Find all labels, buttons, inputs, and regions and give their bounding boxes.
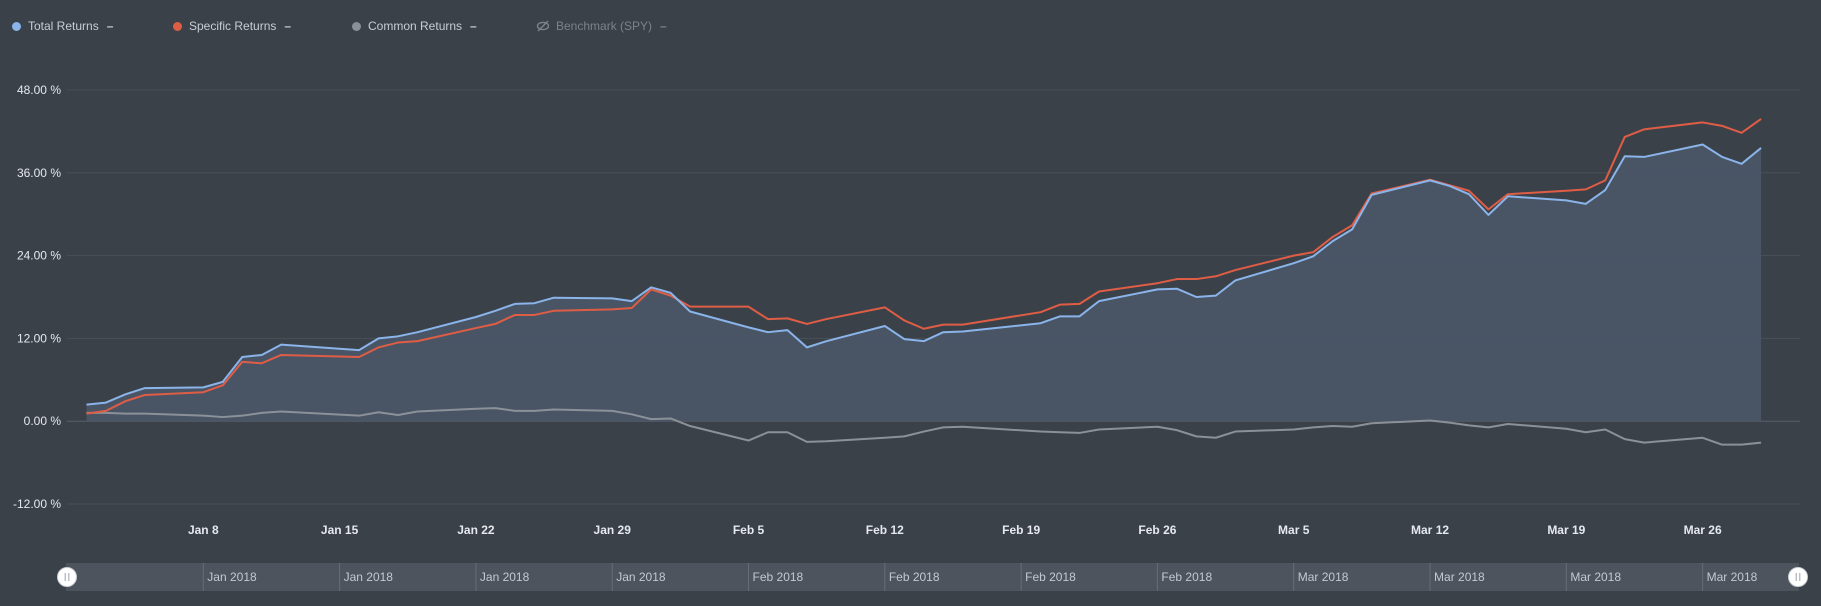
navigator-label: Feb 2018 <box>1025 570 1076 584</box>
legend-item-benchmark-spy[interactable]: Benchmark (SPY) – <box>536 19 667 33</box>
navigator-label: Feb 2018 <box>753 570 804 584</box>
legend-label: Benchmark (SPY) <box>556 19 653 33</box>
legend-dash: – <box>660 19 667 33</box>
x-tick-label: Feb 19 <box>1002 523 1040 537</box>
navigator-label: Mar 2018 <box>1570 570 1621 584</box>
navigator-label: Jan 2018 <box>616 570 666 584</box>
x-tick-label: Jan 29 <box>594 523 632 537</box>
x-tick-label: Mar 12 <box>1411 523 1449 537</box>
y-tick-label: 24.00 % <box>17 249 61 263</box>
y-tick-label: 0.00 % <box>24 414 62 428</box>
legend-dot-icon <box>352 21 361 31</box>
navigator-label: Jan 2018 <box>480 570 530 584</box>
x-tick-label: Feb 12 <box>866 523 904 537</box>
x-tick-label: Jan 15 <box>321 523 359 537</box>
navigator-label: Jan 2018 <box>207 570 257 584</box>
x-tick-label: Feb 26 <box>1138 523 1176 537</box>
total-returns-area <box>86 144 1762 422</box>
navigator-label: Feb 2018 <box>889 570 940 584</box>
x-tick-label: Mar 26 <box>1684 523 1722 537</box>
legend-item-total-returns[interactable]: Total Returns – <box>12 19 113 33</box>
y-tick-label: 48.00 % <box>17 83 61 97</box>
common-returns-line <box>86 407 1762 446</box>
range-handle-right[interactable] <box>1788 567 1808 587</box>
legend-dot-icon <box>173 21 182 31</box>
x-tick-label: Mar 19 <box>1547 523 1585 537</box>
navigator-label: Mar 2018 <box>1707 570 1758 584</box>
navigator-label: Mar 2018 <box>1434 570 1485 584</box>
legend-dash: – <box>106 19 114 33</box>
navigator-label: Jan 2018 <box>344 570 394 584</box>
y-tick-label: -12.00 % <box>13 497 61 511</box>
x-tick-label: Feb 5 <box>733 523 765 537</box>
legend-dash: – <box>284 19 292 33</box>
y-tick-label: 12.00 % <box>17 331 61 345</box>
eye-off-icon <box>536 20 550 32</box>
x-tick-label: Jan 8 <box>188 523 219 537</box>
legend-dash: – <box>470 19 477 33</box>
legend-label: Common Returns <box>368 19 463 33</box>
x-tick-label: Mar 5 <box>1278 523 1310 537</box>
legend-dot-icon <box>12 21 21 31</box>
specific-returns-line <box>86 118 1762 415</box>
navigator-label: Mar 2018 <box>1298 570 1349 584</box>
y-tick-label: 36.00 % <box>17 166 61 180</box>
total-returns-line <box>86 143 1762 406</box>
legend-item-common-returns[interactable]: Common Returns – <box>352 19 477 33</box>
range-navigator <box>66 563 1799 591</box>
x-tick-label: Jan 22 <box>457 523 495 537</box>
range-handle-left[interactable] <box>57 567 77 587</box>
chart-legend: Total Returns – Specific Returns – Common Re… <box>0 0 1821 50</box>
navigator-label: Feb 2018 <box>1161 570 1212 584</box>
legend-label: Total Returns <box>28 19 99 33</box>
legend-item-specific-returns[interactable]: Specific Returns – <box>173 19 291 33</box>
legend-label: Specific Returns <box>189 19 277 33</box>
